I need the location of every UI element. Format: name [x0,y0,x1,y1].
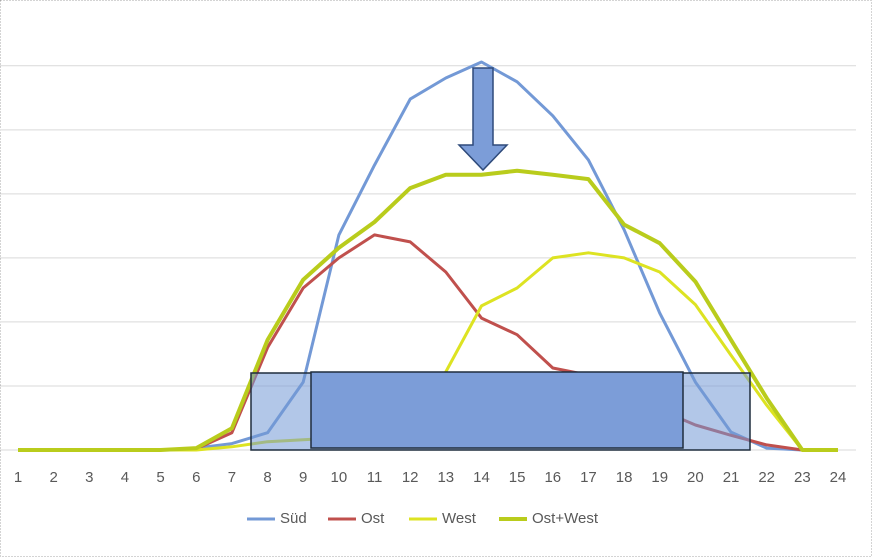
legend-label: Süd [280,510,307,527]
legend-label: Ost+West [532,510,599,527]
x-tick-label: 10 [331,469,348,486]
x-tick-label: 17 [580,469,597,486]
x-tick-label: 3 [85,469,93,486]
x-tick-label: 22 [758,469,775,486]
x-tick-label: 1 [14,469,22,486]
x-tick-label: 23 [794,469,811,486]
x-tick-label: 14 [473,469,490,486]
x-tick-label: 2 [49,469,57,486]
x-tick-label: 12 [402,469,419,486]
highlight-box-inner [310,371,684,449]
x-tick-label: 20 [687,469,704,486]
legend-label: Ost [361,510,385,527]
x-tick-label: 19 [651,469,668,486]
x-tick-label: 4 [121,469,129,486]
legend-label: West [442,510,477,527]
series-line [18,168,838,452]
legend: Süd Ost West Ost+West [247,510,599,527]
x-tick-label: 5 [156,469,164,486]
x-tick-label: 9 [299,469,307,486]
x-tick-label: 18 [616,469,633,486]
x-tick-label: 11 [367,469,383,486]
x-tick-label: 8 [263,469,271,486]
x-axis: 1 2 3 4 5 6 7 8 9 10 11 12 13 14 15 16 17 18 19 20 21 22 23 24 [14,469,847,486]
x-tick-label: 24 [830,469,847,486]
x-tick-label: 7 [228,469,236,486]
x-tick-label: 13 [437,469,454,486]
x-tick-label: 21 [723,469,740,486]
arrow [457,67,509,172]
x-tick-label: 15 [509,469,526,486]
x-tick-label: 6 [192,469,200,486]
x-tick-label: 16 [544,469,561,486]
